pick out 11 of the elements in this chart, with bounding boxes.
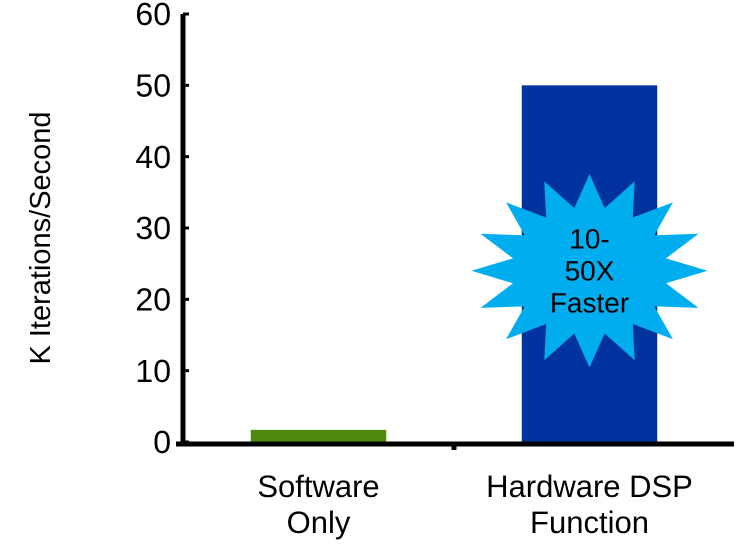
- y-tick-label: 10: [135, 352, 171, 389]
- y-axis-title: K Iterations/Second: [25, 111, 57, 365]
- y-tick-label: 0: [153, 424, 171, 460]
- x-tick-label: Software Only: [257, 469, 380, 540]
- annotation: 10- 50X Faster: [550, 224, 630, 319]
- y-tick-label: 20: [135, 282, 171, 318]
- y-tick-label: 40: [135, 138, 171, 175]
- x-tick-label: Hardware DSP Function: [486, 469, 693, 540]
- y-tick-label: 60: [135, 0, 171, 32]
- y-tick-label: 30: [135, 210, 171, 246]
- y-tick-label: 50: [135, 68, 171, 104]
